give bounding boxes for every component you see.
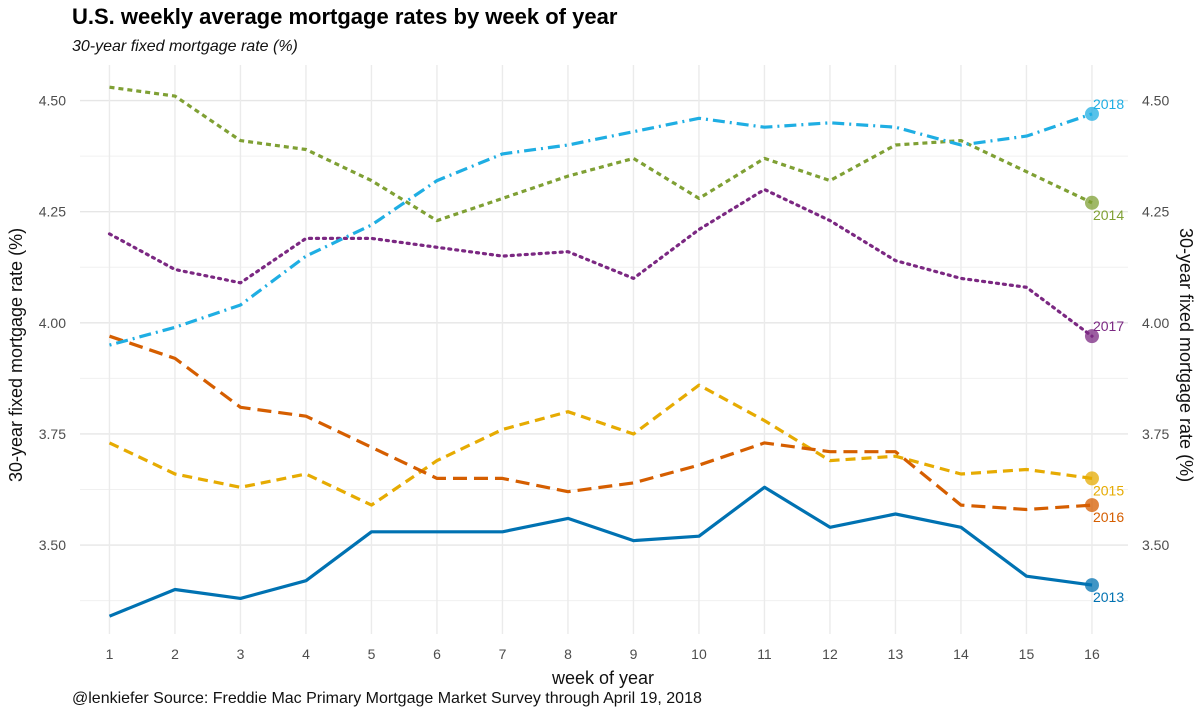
- x-tick-label: 12: [822, 646, 838, 662]
- y-axis-title-left: 30-year fixed mortgage rate (%): [6, 228, 26, 482]
- x-tick-label: 14: [953, 646, 969, 662]
- end-point-2016: [1084, 498, 1099, 513]
- series-2013: 2013: [108, 485, 1124, 618]
- end-point-2013: [1084, 578, 1099, 593]
- y-tick-label-right: 4.25: [1142, 204, 1169, 220]
- series-lines: 2013 2014 2015 2016 2017 2018: [107, 85, 1124, 618]
- x-tick-label: 8: [564, 646, 572, 662]
- series-label-2017: 2017: [1093, 318, 1124, 334]
- series-label-2016: 2016: [1093, 509, 1124, 525]
- x-tick-label: 1: [106, 646, 114, 662]
- series-line-2017: [107, 187, 1094, 338]
- series-label-2015: 2015: [1093, 482, 1124, 498]
- y-tick-label-right: 3.50: [1142, 537, 1169, 553]
- x-tick-label: 10: [691, 646, 707, 662]
- end-point-2015: [1084, 471, 1099, 486]
- series-label-2014: 2014: [1093, 207, 1124, 223]
- y-tick-label-left: 3.75: [39, 426, 66, 442]
- y-tick-label-left: 4.25: [39, 204, 66, 220]
- y-tick-label-left: 4.00: [39, 315, 66, 331]
- x-tick-label: 15: [1019, 646, 1035, 662]
- x-tick-label: 6: [433, 646, 441, 662]
- x-tick-label: 9: [630, 646, 638, 662]
- chart-title: U.S. weekly average mortgage rates by we…: [72, 4, 618, 29]
- end-point-2014: [1084, 195, 1099, 210]
- series-line-2016: [108, 334, 1093, 512]
- series-2015: 2015: [108, 383, 1124, 507]
- chart-caption: @lenkiefer Source: Freddie Mac Primary M…: [72, 690, 702, 707]
- series-line-2015: [108, 383, 1093, 507]
- grid-lines: [80, 65, 1128, 634]
- y-axis-title-right: 30-year fixed mortgage rate (%): [1176, 228, 1196, 482]
- series-line-2014: [109, 85, 1093, 223]
- series-2016: 2016: [108, 334, 1124, 525]
- series-line-2018: [109, 112, 1093, 347]
- x-axis-title: week of year: [551, 668, 654, 688]
- x-tick-label: 3: [237, 646, 245, 662]
- chart-subtitle: 30-year fixed mortgage rate (%): [72, 38, 298, 55]
- series-line-2013: [108, 485, 1093, 618]
- y-tick-label-left: 4.50: [39, 93, 66, 109]
- axes: 3.50 3.50 3.75 3.75 4.00 4.00 4.25 4.25 4.50 4.50…: [39, 93, 1170, 662]
- x-tick-label: 7: [499, 646, 507, 662]
- end-point-2017: [1084, 329, 1099, 344]
- x-tick-label: 5: [368, 646, 376, 662]
- x-tick-label: 2: [171, 646, 179, 662]
- x-tick-label: 11: [757, 646, 772, 662]
- series-2014: 2014: [109, 85, 1124, 223]
- series-label-2013: 2013: [1093, 589, 1124, 605]
- y-tick-label-right: 4.00: [1142, 315, 1169, 331]
- series-label-2018: 2018: [1093, 96, 1124, 112]
- x-tick-label: 4: [302, 646, 310, 662]
- series-2017: 2017: [107, 187, 1124, 344]
- y-tick-label-left: 3.50: [39, 537, 66, 553]
- x-tick-label: 13: [888, 646, 904, 662]
- x-tick-label: 16: [1084, 646, 1100, 662]
- end-point-2018: [1084, 106, 1099, 121]
- series-2018: 2018: [109, 96, 1124, 347]
- y-tick-label-right: 3.75: [1142, 426, 1169, 442]
- y-tick-label-right: 4.50: [1142, 93, 1169, 109]
